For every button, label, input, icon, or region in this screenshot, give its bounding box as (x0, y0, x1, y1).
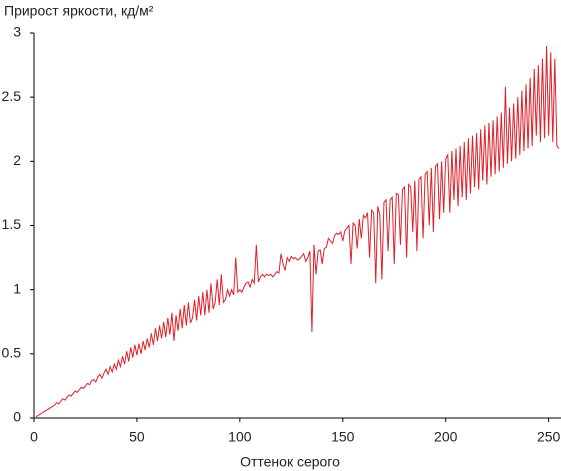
data-line (35, 45, 560, 418)
y-tick-label: 1.5 (2, 216, 22, 232)
y-tick-label: 2 (13, 152, 21, 168)
x-tick-label: 0 (30, 429, 38, 445)
x-tick-label: 150 (331, 429, 355, 445)
y-tick-label: 3 (13, 24, 21, 40)
y-tick-label: 2.5 (2, 88, 22, 104)
x-tick-label: 50 (129, 429, 145, 445)
x-axis-label: Оттенок серого (240, 454, 340, 470)
x-tick-label: 100 (228, 429, 252, 445)
x-tick-label: 250 (537, 429, 561, 445)
chart-title: Прирост яркости, кд/м² (4, 3, 154, 19)
y-tick-label: 0 (13, 409, 21, 425)
y-tick-label: 1 (13, 280, 21, 296)
x-tick-label: 200 (434, 429, 458, 445)
y-tick-label: 0.5 (2, 345, 22, 361)
